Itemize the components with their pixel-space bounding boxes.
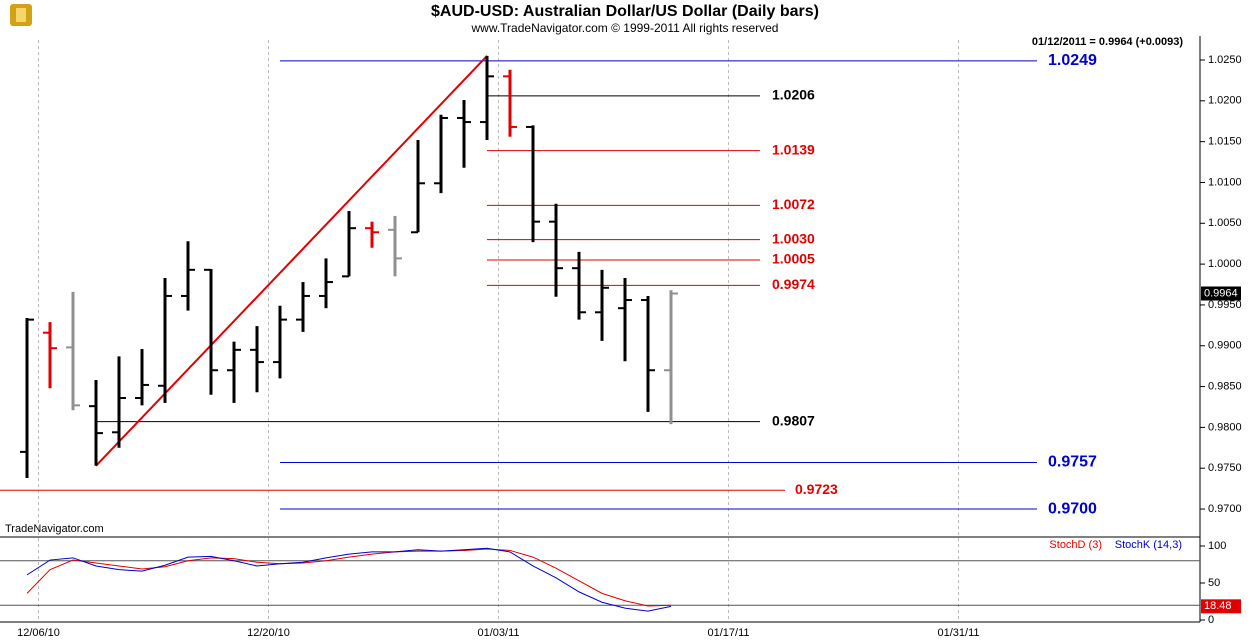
y-tick-label: 1.0150	[1208, 136, 1242, 148]
level-label: 0.9974	[772, 276, 815, 292]
y-tick-label: 1.0050	[1208, 217, 1242, 229]
y-tick-label: 0.9900	[1208, 340, 1242, 352]
legend-stochk: StochK (14,3)	[1115, 539, 1182, 551]
y-tick-label: 0.9800	[1208, 421, 1242, 433]
stoch-line	[26, 548, 672, 607]
x-tick-label: 01/03/11	[477, 627, 519, 639]
y-tick-label: 1.0250	[1208, 54, 1242, 66]
logo	[10, 4, 32, 26]
y-tick-label: 1.0200	[1208, 95, 1242, 107]
x-tick-label: 12/06/10	[17, 627, 60, 639]
watermark: TradeNavigator.com	[5, 523, 104, 535]
y-tick-label: 0.9850	[1208, 380, 1242, 392]
level-label: 1.0206	[772, 87, 815, 103]
x-tick-label: 01/17/11	[707, 627, 749, 639]
y-tick-label: 0.9950	[1208, 299, 1242, 311]
price-info: 01/12/2011 = 0.9964 (+0.0093)	[1032, 36, 1183, 48]
stoch-last-box	[1201, 599, 1241, 614]
last-price-label: 0.9964	[1204, 287, 1238, 299]
legend-stochd: StochD (3)	[1049, 539, 1102, 551]
stoch-line	[26, 547, 672, 612]
level-label: 0.9723	[795, 481, 838, 497]
y-tick-label: 0.9700	[1208, 503, 1242, 515]
y-tick-label: 1.0000	[1208, 258, 1242, 270]
last-price-box	[1201, 286, 1241, 301]
y-tick-label: 100	[1208, 540, 1226, 552]
y-tick-label: 1.0100	[1208, 176, 1242, 188]
stoch-last-label: 18.48	[1204, 600, 1232, 612]
trend-line	[95, 55, 488, 467]
level-label: 0.9757	[1048, 454, 1097, 471]
level-label: 1.0005	[772, 251, 815, 267]
y-tick-label: 0.9750	[1208, 462, 1242, 474]
chart-subtitle: www.TradeNavigator.com © 1999-2011 All r…	[471, 21, 779, 35]
y-tick-label: 0	[1208, 614, 1214, 626]
level-label: 1.0072	[772, 196, 815, 212]
x-tick-label: 01/31/11	[937, 627, 979, 639]
y-tick-label: 50	[1208, 577, 1220, 589]
level-label: 0.9700	[1048, 500, 1097, 517]
level-label: 0.9807	[772, 412, 815, 428]
level-label: 1.0030	[772, 230, 815, 246]
level-label: 1.0249	[1048, 52, 1097, 69]
x-tick-label: 12/20/10	[247, 627, 290, 639]
chart-title: $AUD-USD: Australian Dollar/US Dollar (D…	[431, 3, 819, 20]
level-label: 1.0139	[772, 141, 815, 157]
